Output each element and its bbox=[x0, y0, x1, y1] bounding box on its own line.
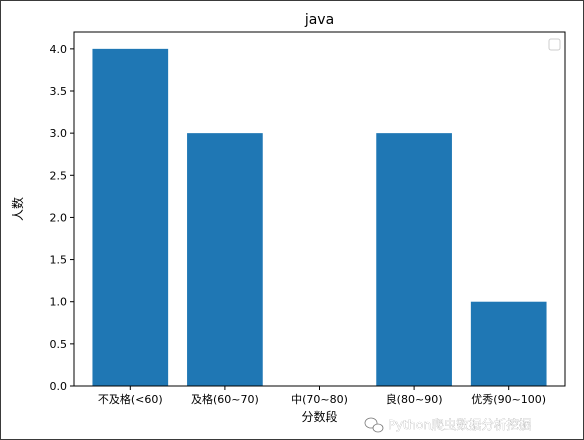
y-tick-label: 2.5 bbox=[50, 169, 68, 182]
y-axis-title: 人数 bbox=[10, 197, 25, 221]
x-axis-title: 分数段 bbox=[301, 409, 337, 424]
x-axis: 不及格(<60) 及格(60~70) 中(70~80) 良(80~90) 优秀(90~1… bbox=[98, 386, 546, 406]
watermark: Python爬虫数据分析挖掘 bbox=[364, 417, 532, 433]
bar-4 bbox=[470, 301, 547, 386]
bar-3 bbox=[376, 133, 452, 386]
x-tick-label: 不及格(<60) bbox=[98, 392, 163, 406]
x-tick-label: 良(80~90) bbox=[386, 392, 443, 406]
y-axis: 0.0 0.5 1.0 1.5 2.0 2.5 3.0 3.5 4.0 bbox=[50, 43, 74, 393]
y-tick-label: 3.0 bbox=[50, 127, 68, 140]
y-tick-label: 4.0 bbox=[50, 43, 68, 56]
bar-0 bbox=[92, 48, 169, 386]
wechat-icon bbox=[364, 417, 384, 433]
chart-title: java bbox=[304, 12, 334, 28]
y-tick-label: 0.5 bbox=[50, 338, 68, 351]
y-tick-label: 1.5 bbox=[50, 254, 68, 267]
y-tick-label: 3.5 bbox=[50, 85, 68, 98]
legend-box bbox=[548, 38, 561, 51]
x-tick-label: 及格(60~70) bbox=[191, 392, 259, 406]
bars-group bbox=[92, 48, 547, 386]
watermark-text: Python爬虫数据分析挖掘 bbox=[388, 417, 531, 432]
x-tick-label: 中(70~80) bbox=[291, 393, 348, 406]
y-tick-label: 2.0 bbox=[50, 211, 68, 224]
y-tick-label: 1.0 bbox=[50, 296, 68, 309]
bar-1 bbox=[187, 133, 263, 386]
x-tick-label: 优秀(90~100) bbox=[471, 393, 546, 406]
y-tick-label: 0.0 bbox=[50, 380, 68, 393]
